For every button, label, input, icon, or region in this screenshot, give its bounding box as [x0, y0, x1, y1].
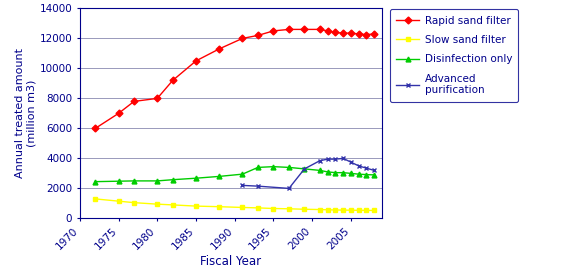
Rapid sand filter: [355, 32, 362, 36]
Slow sand filter: [270, 207, 277, 210]
Advanced
purification: [332, 157, 339, 161]
Disinfection only: [216, 175, 223, 178]
Advanced
purification: [324, 157, 331, 161]
Rapid sand filter: [154, 97, 161, 100]
Disinfection only: [115, 179, 122, 183]
Slow sand filter: [348, 209, 355, 212]
Disinfection only: [169, 178, 176, 181]
Slow sand filter: [169, 203, 176, 207]
Disinfection only: [270, 165, 277, 168]
Slow sand filter: [363, 209, 370, 212]
Disinfection only: [301, 167, 308, 171]
Disinfection only: [355, 172, 362, 176]
Advanced
purification: [370, 169, 377, 172]
Slow sand filter: [92, 197, 99, 200]
Slow sand filter: [216, 205, 223, 208]
Slow sand filter: [340, 208, 347, 212]
Slow sand filter: [324, 208, 331, 211]
Rapid sand filter: [216, 47, 223, 51]
Advanced
purification: [301, 167, 308, 171]
Disinfection only: [363, 173, 370, 176]
Advanced
purification: [286, 187, 292, 190]
Slow sand filter: [115, 199, 122, 203]
Slow sand filter: [154, 202, 161, 206]
Disinfection only: [286, 166, 292, 169]
Advanced
purification: [316, 159, 323, 162]
Rapid sand filter: [169, 79, 176, 82]
Disinfection only: [348, 172, 355, 175]
Slow sand filter: [316, 208, 323, 211]
Slow sand filter: [286, 207, 292, 211]
Rapid sand filter: [115, 112, 122, 115]
Advanced
purification: [255, 185, 262, 188]
Line: Slow sand filter: Slow sand filter: [93, 197, 377, 213]
Disinfection only: [324, 170, 331, 174]
Disinfection only: [340, 171, 347, 174]
Rapid sand filter: [363, 33, 370, 36]
Rapid sand filter: [324, 29, 331, 32]
Rapid sand filter: [370, 32, 377, 36]
Disinfection only: [131, 179, 137, 183]
Line: Disinfection only: Disinfection only: [93, 164, 377, 184]
Rapid sand filter: [92, 127, 99, 130]
Rapid sand filter: [239, 37, 246, 40]
Rapid sand filter: [332, 31, 339, 34]
Rapid sand filter: [193, 59, 200, 63]
Legend: Rapid sand filter, Slow sand filter, Disinfection only, Advanced
purification: Rapid sand filter, Slow sand filter, Dis…: [390, 10, 518, 102]
Disinfection only: [316, 169, 323, 172]
Line: Rapid sand filter: Rapid sand filter: [93, 27, 377, 131]
Advanced
purification: [348, 160, 355, 164]
Line: Advanced
purification: Advanced purification: [240, 156, 377, 191]
Disinfection only: [239, 172, 246, 176]
Disinfection only: [154, 179, 161, 183]
Rapid sand filter: [316, 28, 323, 31]
Rapid sand filter: [255, 34, 262, 37]
Rapid sand filter: [340, 31, 347, 35]
Rapid sand filter: [301, 28, 308, 31]
Slow sand filter: [355, 209, 362, 212]
Disinfection only: [255, 166, 262, 169]
Slow sand filter: [370, 209, 377, 212]
Slow sand filter: [255, 206, 262, 209]
Rapid sand filter: [131, 100, 137, 103]
Slow sand filter: [239, 206, 246, 209]
Advanced
purification: [363, 167, 370, 170]
Slow sand filter: [301, 207, 308, 211]
Advanced
purification: [340, 157, 347, 160]
Advanced
purification: [239, 184, 246, 187]
Disinfection only: [370, 173, 377, 177]
Slow sand filter: [193, 204, 200, 208]
Rapid sand filter: [348, 31, 355, 35]
Slow sand filter: [131, 201, 137, 204]
Advanced
purification: [355, 164, 362, 167]
X-axis label: Fiscal Year: Fiscal Year: [200, 255, 262, 268]
Disinfection only: [92, 180, 99, 183]
Disinfection only: [193, 176, 200, 180]
Slow sand filter: [332, 208, 339, 212]
Rapid sand filter: [286, 28, 292, 31]
Disinfection only: [332, 171, 339, 174]
Rapid sand filter: [270, 29, 277, 32]
Y-axis label: Annual treated amount
(million m3): Annual treated amount (million m3): [15, 48, 36, 178]
